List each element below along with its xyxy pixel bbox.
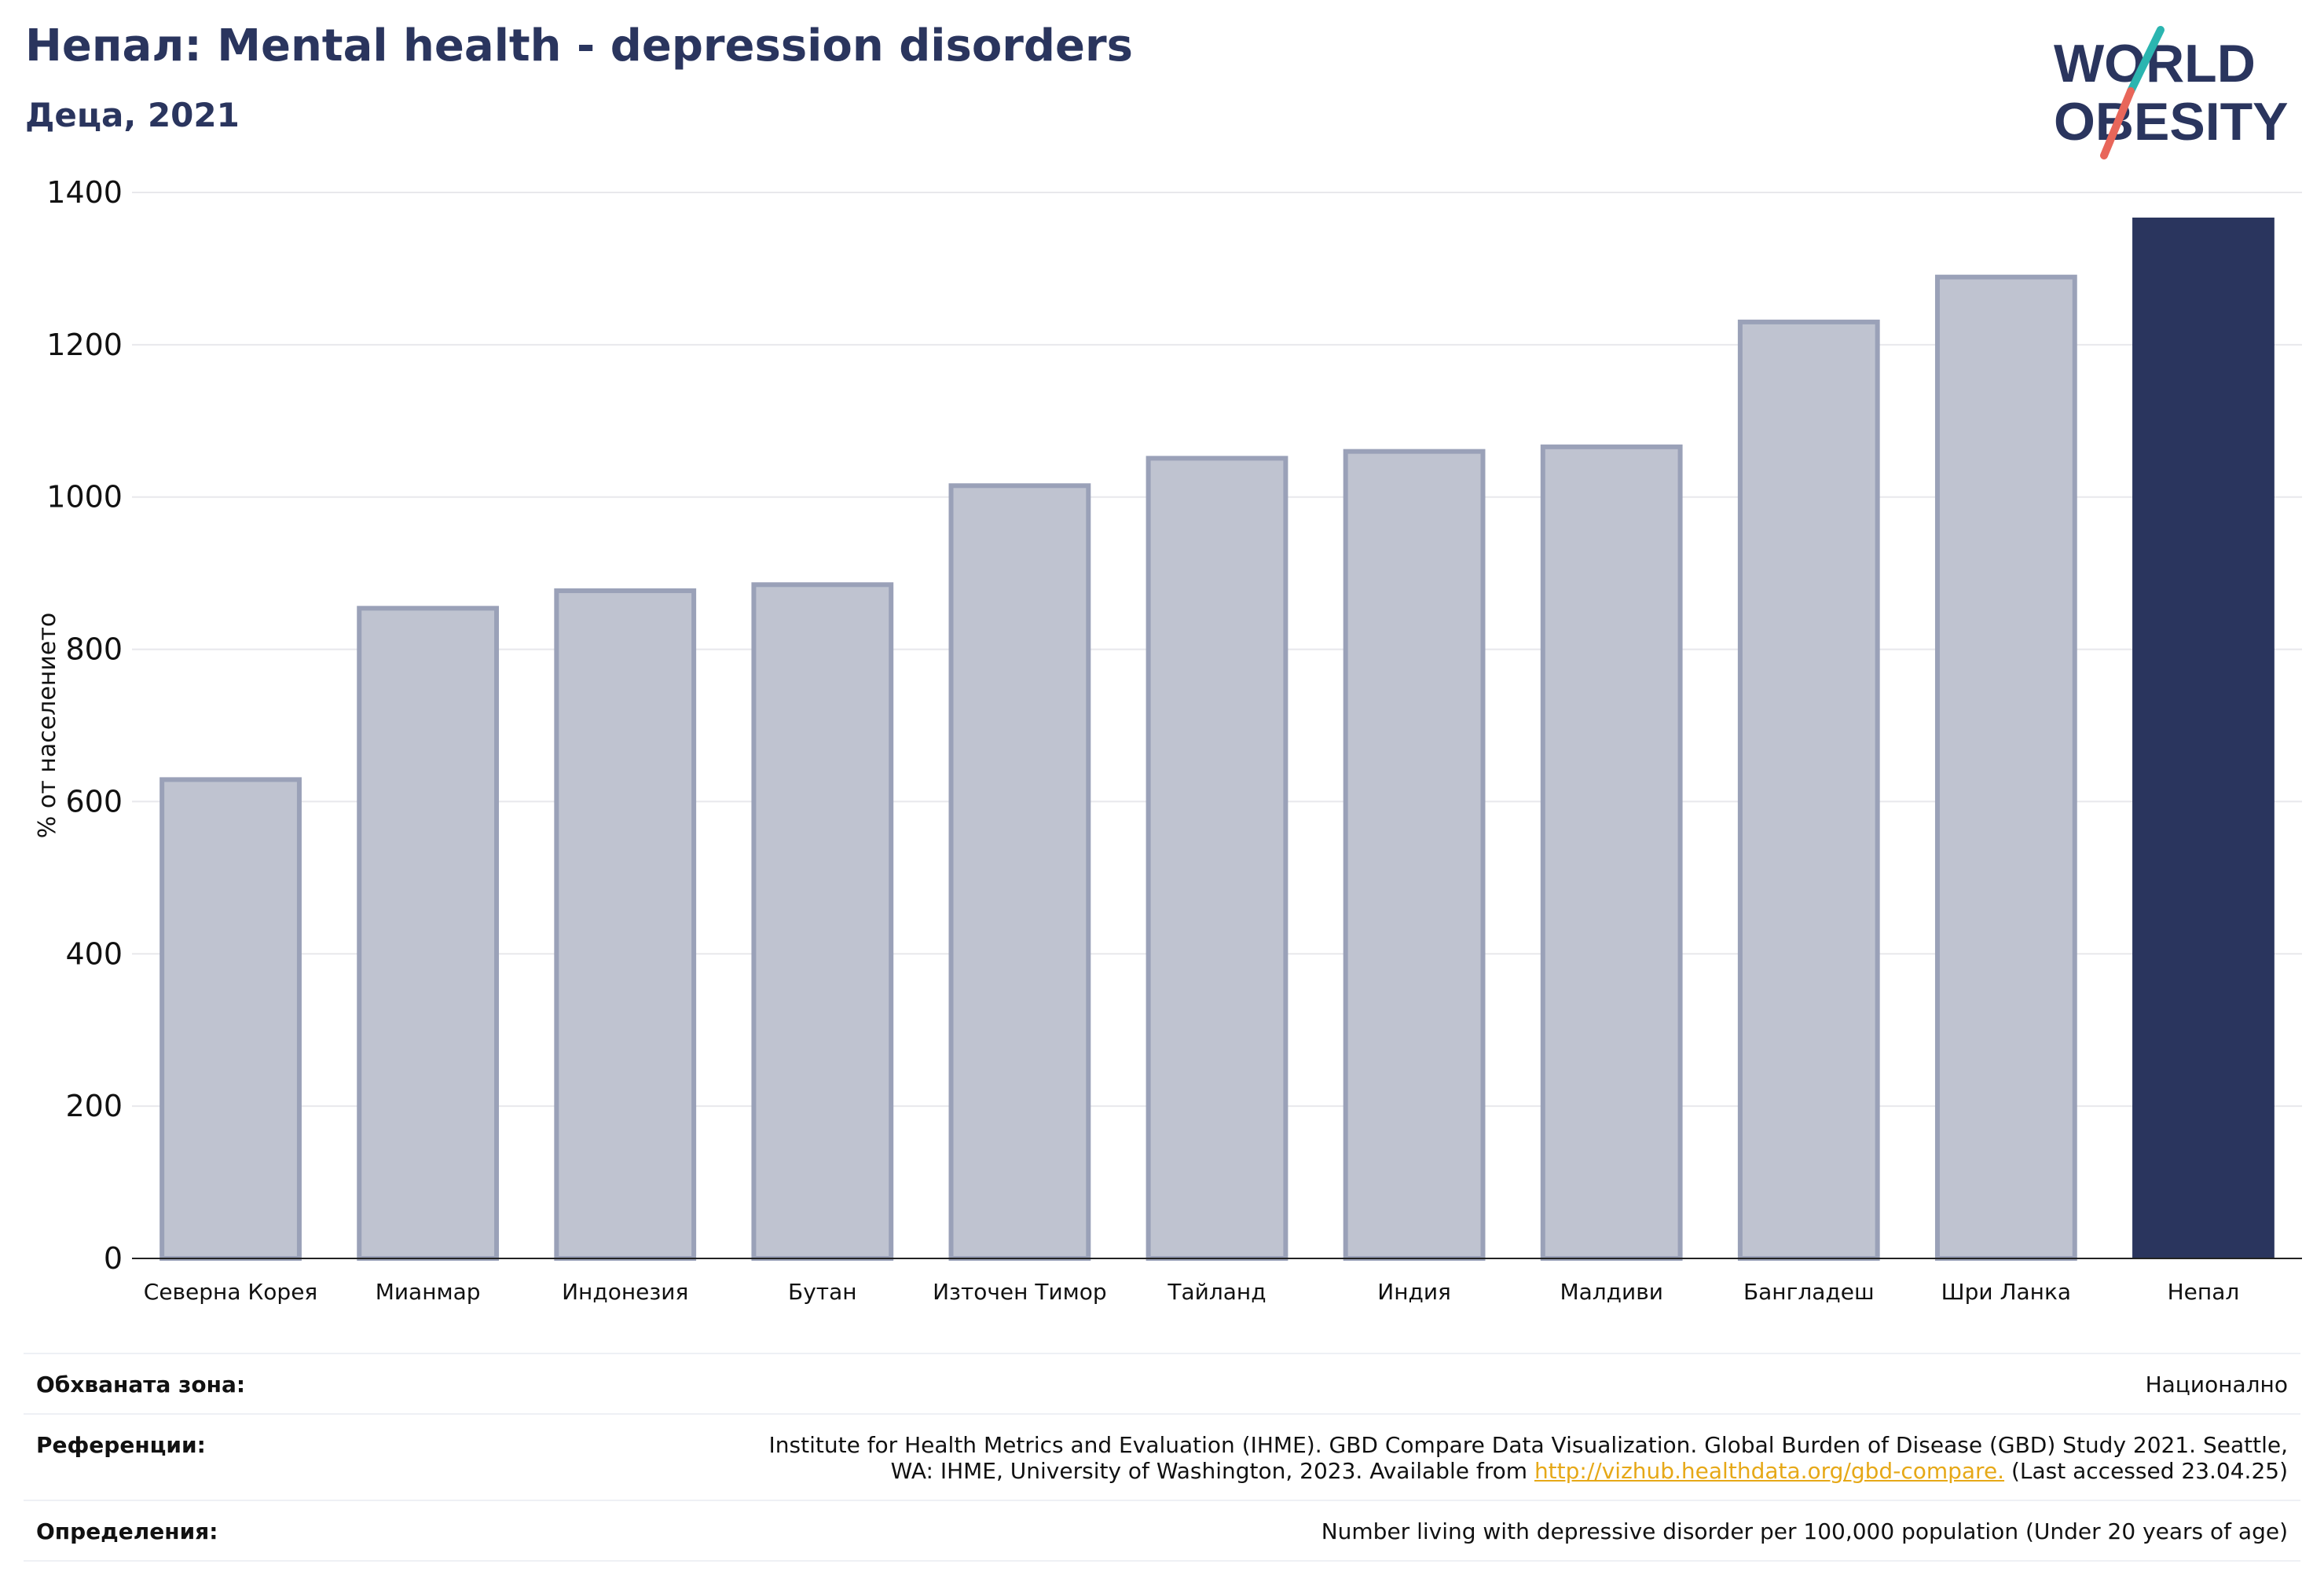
x-tick-label: Малдиви [1560, 1279, 1662, 1304]
logo-slash-teal [2127, 26, 2165, 95]
x-tick-label: Мианмар [376, 1279, 481, 1304]
x-tick-label: Източен Тимор [933, 1279, 1107, 1304]
x-tick-label: Индия [1377, 1279, 1451, 1304]
y-tick-label: 1400 [46, 175, 123, 210]
footer-row-references: Референции: Institute for Health Metrics… [24, 1413, 2300, 1500]
x-tick-label: Бангладеш [1743, 1279, 1875, 1304]
bar [159, 777, 302, 1261]
bar [1934, 274, 2077, 1261]
bar [751, 582, 894, 1261]
y-tick-label: 1000 [46, 480, 123, 515]
logo-line2: OBESITY [2054, 92, 2289, 152]
x-tick-label: Шри Ланка [1941, 1279, 2071, 1304]
bar [948, 483, 1091, 1261]
bar [1146, 456, 1288, 1261]
bar [554, 588, 697, 1261]
references-link[interactable]: http://vizhub.healthdata.org/gbd-compare… [1534, 1458, 2005, 1484]
bar [1737, 319, 1880, 1261]
y-tick-label: 600 [65, 784, 123, 819]
bar [357, 606, 500, 1261]
x-tick-label: Бутан [788, 1279, 857, 1304]
chart-footer: Обхваната зона: Национално Референции: I… [24, 1353, 2300, 1562]
coverage-value: Национално [2145, 1372, 2288, 1397]
world-obesity-logo: WORLD OBESITY [2043, 22, 2310, 163]
x-tick-label: Тайланд [1167, 1279, 1266, 1304]
definitions-label: Определения: [36, 1518, 218, 1544]
bar-chart-svg: 0 200 400 600 800 1000 1200 1400 % от населениет… [34, 175, 2302, 1305]
chart-subtitle: Деца, 2021 [25, 96, 240, 134]
y-tick-label: 200 [65, 1089, 123, 1123]
references-text-1: Institute for Health Metrics and Evaluat… [768, 1432, 2288, 1458]
chart-title: Непал: Mental health - depression disord… [25, 20, 1133, 71]
bar-highlight [2132, 217, 2275, 1258]
y-tick-label: 800 [65, 632, 123, 667]
y-tick-label: 0 [104, 1241, 123, 1276]
x-tick-label: Северна Корея [144, 1279, 318, 1304]
x-tick-label: Индонезия [562, 1279, 688, 1304]
y-tick-label: 1200 [46, 328, 123, 362]
logo-slash-coral [2100, 87, 2135, 159]
x-tick-label: Непал [2168, 1279, 2240, 1304]
bar [1343, 449, 1486, 1261]
references-text-2: WA: IHME, University of Washington, 2023… [890, 1458, 1528, 1484]
references-text-3: (Last accessed 23.04.25) [2011, 1458, 2288, 1484]
references-value: Institute for Health Metrics and Evaluat… [769, 1432, 2288, 1484]
bar [1540, 444, 1683, 1261]
y-axis-label: % от населението [34, 613, 61, 838]
coverage-label: Обхваната зона: [36, 1372, 246, 1397]
footer-row-coverage: Обхваната зона: Национално [24, 1353, 2300, 1413]
world-obesity-logo-graphic: WORLD OBESITY [2054, 26, 2289, 159]
y-tick-label: 400 [65, 936, 123, 971]
footer-row-definitions: Определения: Number living with depressi… [24, 1500, 2300, 1562]
definitions-value: Number living with depressive disorder p… [1321, 1518, 2288, 1544]
references-label: Референции: [36, 1432, 206, 1458]
bar-chart: 0 200 400 600 800 1000 1200 1400 % от населениет… [0, 157, 2324, 1305]
